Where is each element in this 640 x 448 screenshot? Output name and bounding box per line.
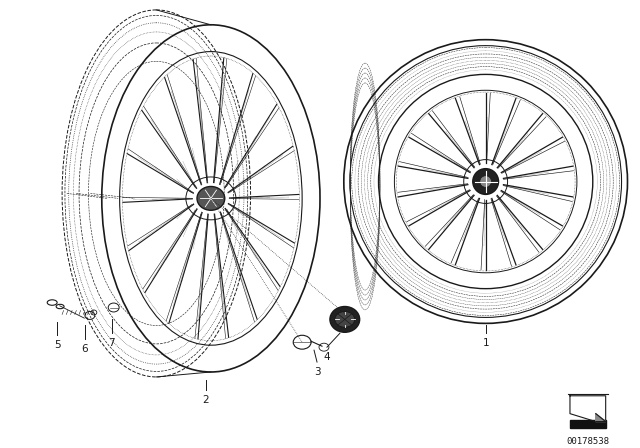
Text: 7: 7: [108, 338, 115, 348]
Text: 2: 2: [203, 395, 209, 405]
Ellipse shape: [480, 176, 492, 187]
Polygon shape: [570, 396, 605, 422]
Text: 5: 5: [54, 340, 60, 350]
Ellipse shape: [197, 186, 225, 210]
Text: 6: 6: [81, 344, 88, 354]
Text: 3: 3: [314, 367, 321, 377]
Text: 00178538: 00178538: [566, 437, 609, 447]
Ellipse shape: [330, 306, 360, 332]
Polygon shape: [570, 420, 605, 427]
Polygon shape: [596, 414, 605, 422]
Ellipse shape: [335, 311, 355, 327]
Text: 4: 4: [324, 352, 330, 362]
Ellipse shape: [473, 168, 499, 194]
Text: 1: 1: [483, 338, 489, 348]
